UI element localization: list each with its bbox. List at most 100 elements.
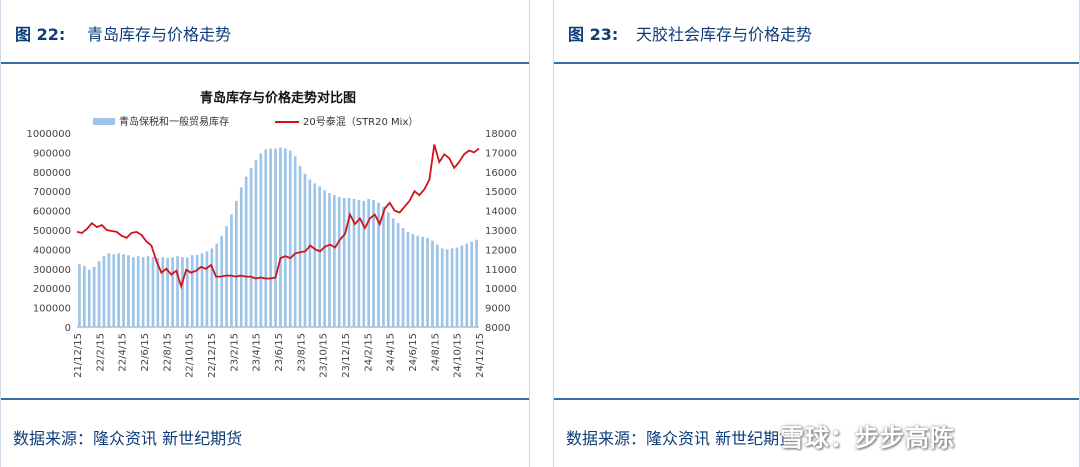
inventory-bar [445,249,449,327]
panel-title: 青岛库存与价格走势 [87,25,232,44]
left-panel: 图 22: 青岛库存与价格走势 青岛库存与价格走势对比图青岛保税和一般贸易库存 2… [0,0,530,467]
inventory-bar [200,253,204,327]
inventory-bar [190,255,194,327]
inventory-bar [342,198,346,327]
inventory-bar [171,257,174,327]
inventory-bar [470,241,473,327]
x-tick-label: 23/4/15 [252,333,263,372]
inventory-bar [141,257,145,327]
inventory-bar [102,256,106,327]
inventory-bar [215,243,219,327]
legend-bar-swatch [93,118,115,125]
inventory-bar [249,167,253,327]
chart-title: 青岛库存与价格走势对比图 [200,90,356,106]
inventory-bar [357,199,361,327]
inventory-bar [396,223,400,327]
inventory-bar [347,198,351,327]
inventory-bar [288,150,292,327]
inventory-bar [132,257,135,327]
inventory-bar [455,247,459,327]
inventory-bar [460,245,464,327]
x-tick-label: 23/8/15 [296,333,307,372]
inventory-bar [465,243,469,327]
data-source: 数据来源：隆众资讯 新世纪期货 [566,429,796,448]
left-tick-label: 800000 [33,168,71,179]
inventory-bar [475,239,478,327]
x-tick-label: 22/6/15 [140,333,151,372]
inventory-bar [156,258,160,327]
inventory-bar [436,244,439,327]
inventory-bar [431,240,434,327]
inventory-bar [181,257,184,327]
right-tick-label: 16000 [485,168,517,179]
inventory-bar [450,248,454,327]
panel-title: 天胶社会库存与价格走势 [636,25,813,44]
left-tick-label: 700000 [33,187,71,198]
inventory-bar [372,199,375,327]
inventory-bar [107,253,111,327]
inventory-bar [391,218,395,327]
panel-header: 图 22: 青岛库存与价格走势 [1,0,529,64]
inventory-bar [195,254,199,327]
inventory-bar [244,176,248,327]
inventory-bar [136,256,140,327]
inventory-bar [151,257,155,327]
inventory-bar [382,206,385,327]
panel-header: 图 23: 天胶社会库存与价格走势 [554,0,1079,64]
inventory-bar [367,199,370,327]
inventory-bar [377,202,380,327]
panel-footer: 数据来源：隆众资讯 新世纪期货 [554,398,1079,467]
left-tick-label: 600000 [33,207,71,218]
left-tick-label: 1000000 [26,129,71,140]
left-tick-label: 200000 [33,284,71,295]
inventory-bar [411,233,415,327]
inventory-bar [308,179,312,327]
x-tick-label: 22/10/15 [185,333,196,378]
inventory-bar [279,147,282,327]
inventory-bar [97,261,101,327]
right-tick-label: 10000 [485,284,517,295]
right-tick-label: 18000 [485,129,517,140]
x-tick-label: 21/12/15 [73,333,84,378]
inventory-bar [92,266,96,327]
legend-bar-label: 青岛保税和一般贸易库存 [119,115,229,128]
left-tick-label: 500000 [33,226,71,237]
inventory-bar [416,235,420,327]
inventory-bar [127,255,130,327]
inventory-bar [352,199,356,327]
x-tick-label: 22/2/15 [95,333,106,372]
right-tick-label: 12000 [485,245,517,256]
left-tick-label: 300000 [33,265,71,276]
inventory-bar [293,156,297,327]
x-tick-label: 22/8/15 [162,333,173,372]
data-source: 数据来源：隆众资讯 新世纪期货 [13,429,243,448]
inventory-bar [161,257,165,327]
inventory-bar [225,226,228,327]
inventory-bar [406,231,410,327]
x-tick-label: 24/8/15 [430,333,441,372]
x-tick-label: 23/12/15 [341,333,352,378]
right-tick-label: 11000 [485,265,517,276]
inventory-bar [328,193,331,327]
right-tick-label: 17000 [485,148,517,159]
inventory-bar [298,166,302,327]
x-tick-label: 23/6/15 [274,333,285,372]
inventory-bar [269,148,272,327]
inventory-bar [83,265,86,327]
left-tick-label: 0 [65,323,71,334]
x-tick-label: 24/6/15 [408,333,419,372]
x-tick-label: 22/4/15 [118,333,129,372]
left-tick-label: 400000 [33,245,71,256]
inventory-bar [220,235,223,327]
inventory-bar [259,153,263,327]
inventory-bar [440,248,444,327]
inventory-price-chart-china: 中国天胶库存与价格走势对比图万吨元/吨中国天然橡胶社会库存上海市场：全乳胶 SC… [554,66,1080,396]
inventory-bar [87,269,91,327]
figure-label: 图 23: [568,25,619,44]
inventory-bar [235,200,238,327]
x-tick-label: 24/4/15 [386,333,397,372]
inventory-bar [323,190,326,327]
inventory-bar [426,237,429,327]
left-tick-label: 100000 [33,304,71,315]
inventory-bar [230,214,233,327]
